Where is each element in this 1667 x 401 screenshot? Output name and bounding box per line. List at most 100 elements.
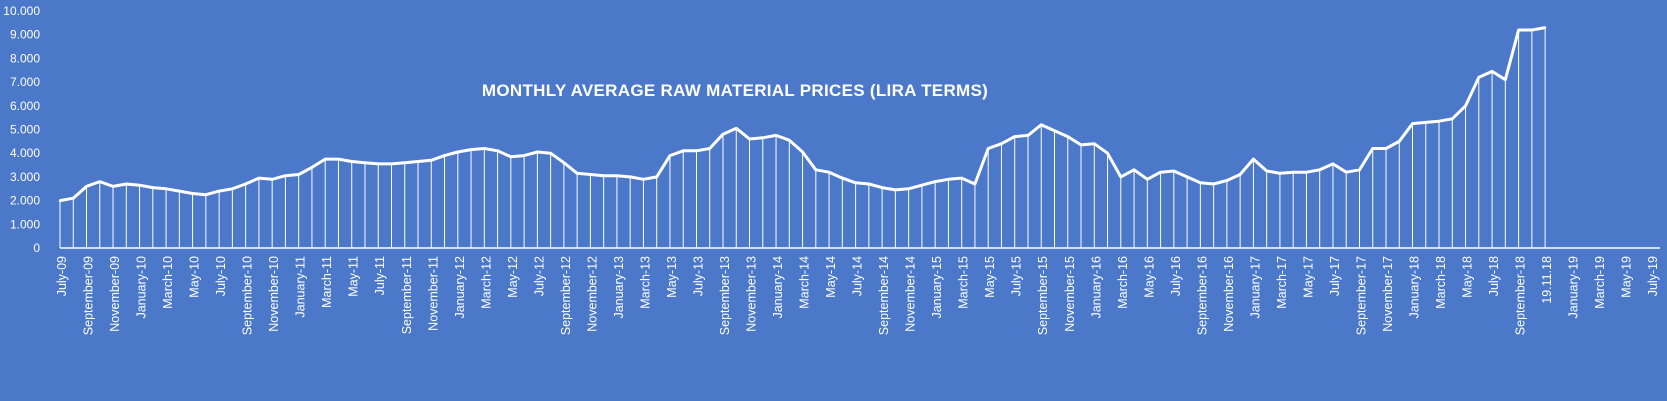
data-point <box>1371 147 1374 150</box>
data-point <box>907 187 910 190</box>
data-point <box>1345 170 1348 174</box>
data-point <box>1172 169 1176 173</box>
data-point <box>310 166 314 169</box>
x-tick-label: July-13 <box>691 256 705 296</box>
data-point <box>642 178 645 181</box>
plot-area <box>58 26 1660 249</box>
x-tick-label: May-11 <box>347 256 361 297</box>
data-point <box>270 178 274 181</box>
data-point <box>1212 182 1215 186</box>
x-tick-label: May-15 <box>983 256 997 298</box>
data-point <box>151 186 155 189</box>
data-point <box>483 147 486 150</box>
x-tick-label: July-14 <box>851 256 865 296</box>
data-point <box>191 192 194 195</box>
data-point <box>1278 172 1282 175</box>
x-tick-label: January-10 <box>135 256 149 319</box>
y-tick-label: 6.000 <box>10 99 40 113</box>
x-tick-label: November-13 <box>745 256 759 332</box>
data-point <box>1185 175 1189 179</box>
x-tick-label: March-17 <box>1275 256 1289 309</box>
data-point <box>456 150 459 154</box>
data-point <box>880 186 884 189</box>
y-tick-label: 5.000 <box>10 123 40 137</box>
y-tick-label: 2.000 <box>10 194 40 208</box>
data-point <box>111 185 115 188</box>
data-point <box>947 178 950 181</box>
data-point <box>589 173 592 176</box>
data-point <box>1384 147 1388 150</box>
x-tick-label: November-14 <box>904 256 918 332</box>
data-point <box>377 162 380 166</box>
x-tick-label: January-19 <box>1567 256 1581 319</box>
data-point <box>655 175 658 179</box>
y-axis-ticks: 0 1.000 2.000 3.000 4.000 5.000 6.000 7.000 8.00… <box>3 4 40 255</box>
x-tick-label: March-14 <box>798 256 812 309</box>
data-point <box>774 134 778 137</box>
x-tick-label: November-11 <box>426 256 440 331</box>
data-point <box>1530 28 1534 32</box>
data-point <box>1318 168 1321 171</box>
data-point <box>1504 78 1507 81</box>
y-tick-label: 9.000 <box>10 28 40 42</box>
data-point <box>324 157 327 161</box>
data-point <box>841 176 844 180</box>
x-tick-label: September-17 <box>1354 256 1368 335</box>
data-point <box>1437 120 1441 123</box>
x-tick-label: January-14 <box>771 256 785 319</box>
data-point <box>827 170 831 174</box>
data-point <box>1132 168 1136 171</box>
data-point <box>138 183 141 187</box>
data-point <box>509 155 513 158</box>
data-point <box>1146 178 1149 181</box>
data-point <box>443 154 446 157</box>
x-tick-label: March-19 <box>1593 256 1607 309</box>
y-tick-label: 8.000 <box>10 51 40 65</box>
data-point <box>72 197 75 200</box>
x-tick-label: November-16 <box>1222 256 1236 332</box>
data-point <box>854 181 857 185</box>
data-point <box>217 189 221 193</box>
data-point <box>58 199 62 202</box>
x-tick-label: November-17 <box>1381 256 1395 332</box>
data-point <box>536 150 539 154</box>
data-point <box>628 175 632 179</box>
x-tick-label: January-15 <box>930 256 944 319</box>
x-tick-label: July-10 <box>214 256 228 296</box>
data-point <box>297 173 300 176</box>
y-tick-label: 4.000 <box>10 146 40 160</box>
x-axis-ticks: July-09 September-09 November-09 January-10… <box>55 256 1660 335</box>
x-tick-label: May-19 <box>1620 256 1634 298</box>
x-tick-label: July-17 <box>1328 256 1342 296</box>
data-point <box>682 149 685 153</box>
data-point <box>1291 170 1295 174</box>
data-point <box>1490 70 1494 73</box>
y-tick-label: 10.000 <box>3 4 40 18</box>
data-point <box>761 136 764 139</box>
data-point <box>1517 28 1520 32</box>
data-point <box>960 176 963 180</box>
data-point <box>933 180 937 183</box>
x-tick-label: July-15 <box>1010 256 1024 296</box>
x-tick-label: November-10 <box>267 256 281 332</box>
x-tick-label: March-18 <box>1434 256 1448 309</box>
data-point <box>1199 181 1202 185</box>
data-point <box>1079 143 1083 147</box>
data-point <box>668 154 672 157</box>
x-tick-label: November-09 <box>108 256 122 332</box>
x-tick-label: September-16 <box>1195 256 1209 335</box>
x-tick-label: March-16 <box>1116 256 1130 309</box>
x-tick-label: September-14 <box>877 256 891 335</box>
x-tick-label: July-11 <box>373 256 387 295</box>
data-point <box>801 150 804 154</box>
data-point <box>390 162 393 166</box>
data-point <box>98 180 101 183</box>
data-point <box>1477 76 1481 79</box>
data-point <box>615 174 619 177</box>
data-point <box>1331 162 1335 166</box>
data-point <box>1066 135 1069 138</box>
data-point <box>1106 152 1109 155</box>
x-tick-label: January-18 <box>1408 256 1422 319</box>
